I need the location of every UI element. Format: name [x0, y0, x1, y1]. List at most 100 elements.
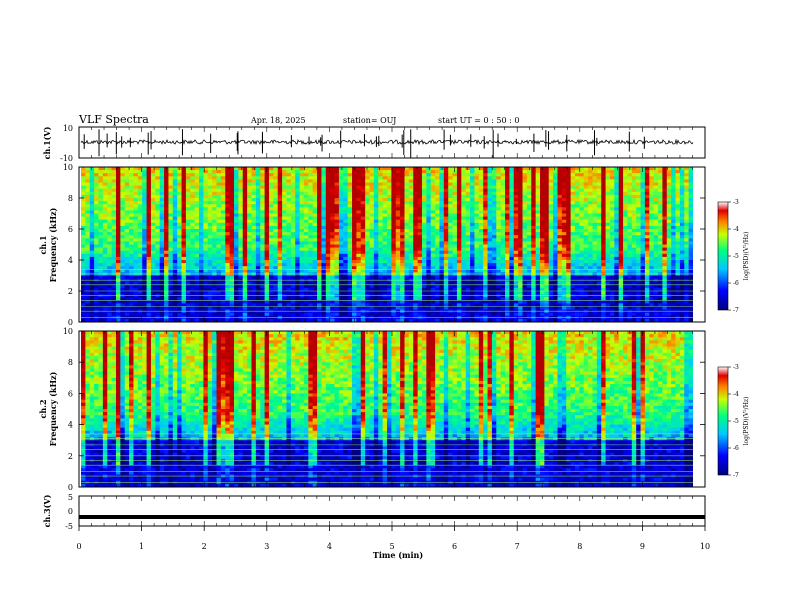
- spectrogram-cell: [146, 256, 152, 261]
- spectrogram-cell: [225, 216, 231, 221]
- spectrogram-cell: [500, 247, 506, 252]
- spectrogram-cell: [155, 269, 161, 273]
- spectrogram-cell: [395, 235, 401, 239]
- spectrogram-cell: [579, 185, 585, 190]
- spectrogram-cell: [382, 241, 388, 245]
- spectrogram-cell: [601, 213, 606, 217]
- spectrogram-cell: [142, 198, 147, 202]
- spectrogram-cell: [644, 253, 650, 258]
- spectrogram-cell: [675, 167, 681, 171]
- spectrogram-cell: [487, 225, 493, 230]
- spectrogram-cell: [605, 167, 611, 171]
- spectrogram-cell: [317, 188, 322, 193]
- spectrogram-cell: [413, 235, 418, 239]
- spectrogram-cell: [98, 167, 104, 171]
- spectrogram-cell: [264, 244, 270, 248]
- spectrogram-cell: [177, 182, 182, 186]
- spectrogram-cell: [225, 247, 231, 252]
- spectrogram-cell: [277, 225, 283, 230]
- spectrogram-cell: [129, 219, 134, 224]
- spectrogram-cell: [588, 235, 593, 239]
- spectrogram-cell: [658, 238, 663, 242]
- spectrogram-cell: [225, 241, 231, 245]
- spectrogram-cell: [277, 194, 283, 199]
- spectrogram-cell: [142, 219, 147, 224]
- spectrogram-cell: [120, 244, 126, 248]
- spectrogram-cell: [426, 198, 432, 202]
- spectrogram-cell: [94, 191, 99, 196]
- spectrogram-cell: [330, 222, 335, 227]
- spectrogram-cell: [282, 213, 287, 217]
- spectrogram-cell: [640, 185, 646, 190]
- spectrogram-cell: [395, 167, 401, 171]
- spectrogram-cell: [535, 235, 541, 239]
- spectrogram-cell: [636, 238, 641, 242]
- spectrogram-cell: [177, 250, 182, 255]
- spectrogram-cell: [203, 170, 209, 174]
- spectrogram-cell: [601, 225, 606, 230]
- spectrogram-cell: [491, 219, 497, 224]
- spectrogram-cell: [129, 253, 134, 258]
- spectrogram-cell: [688, 170, 694, 174]
- spectrogram-cell: [435, 191, 440, 196]
- spectrogram-cell: [352, 241, 357, 245]
- spectrogram-cell: [155, 179, 161, 183]
- spectrogram-cell: [238, 266, 244, 270]
- spectrogram-cell: [614, 225, 620, 230]
- spectrogram-cell: [614, 179, 620, 183]
- spectrogram-cell: [268, 222, 274, 227]
- spectrogram-cell: [605, 198, 611, 202]
- spectrogram-cell: [531, 225, 537, 230]
- spectrogram-cell: [308, 235, 314, 239]
- spectrogram-cell: [395, 210, 401, 214]
- spectrogram-cell: [627, 260, 633, 264]
- spectrogram-cell: [155, 188, 161, 193]
- spectrogram-cell: [518, 232, 523, 236]
- spectrogram-cell: [671, 225, 676, 230]
- spectrogram-cell: [194, 263, 200, 267]
- spectrogram-cell: [662, 235, 668, 239]
- spectrogram-cell: [408, 204, 414, 208]
- spectrogram-cell: [658, 179, 663, 183]
- spectrogram-cell: [496, 219, 502, 224]
- spectrogram-cell: [347, 241, 353, 245]
- spectrogram-cell: [373, 170, 379, 174]
- spectrogram-cell: [199, 263, 204, 267]
- spectrogram-cell: [456, 213, 462, 217]
- spectrogram-cell: [487, 191, 493, 196]
- spectrogram-cell: [548, 219, 554, 224]
- spectrogram-cell: [137, 185, 143, 190]
- spectrogram-cell: [509, 256, 515, 261]
- spectrogram-cell: [273, 173, 279, 177]
- spectrogram-cell: [465, 167, 471, 171]
- spectrogram-cell: [137, 198, 143, 202]
- spectrogram-cell: [387, 266, 392, 270]
- spectrogram-cell: [400, 176, 405, 180]
- spectrogram-cell: [290, 185, 296, 190]
- spectrogram-cell: [666, 216, 672, 221]
- spectrogram-cell: [330, 179, 335, 183]
- spectrogram-cell: [255, 213, 261, 217]
- spectrogram-cell: [137, 216, 143, 221]
- spectrogram-cell: [544, 232, 550, 236]
- spectrogram-cell: [317, 222, 322, 227]
- spectrogram-cell: [282, 188, 287, 193]
- spectrogram-cell: [216, 250, 222, 255]
- spectrogram-cell: [203, 256, 209, 261]
- spectrogram-cell: [526, 170, 532, 174]
- spectrogram-cell: [212, 244, 217, 248]
- spectrogram-cell: [644, 207, 650, 211]
- spectrogram-cell: [81, 256, 86, 261]
- spectrogram-cell: [487, 201, 493, 205]
- spectrogram-cell: [535, 225, 541, 230]
- spectrogram-cell: [124, 238, 130, 242]
- spectrogram-cell: [671, 170, 676, 174]
- spectrogram-cell: [81, 179, 86, 183]
- spectrogram-cell: [181, 207, 187, 211]
- spectrogram-cell: [553, 232, 558, 236]
- spectrogram-cell: [238, 204, 244, 208]
- spectrogram-cell: [199, 173, 204, 177]
- spectrogram-cell: [330, 201, 335, 205]
- spectrogram-cell: [142, 241, 147, 245]
- spectrogram-cell: [627, 250, 633, 255]
